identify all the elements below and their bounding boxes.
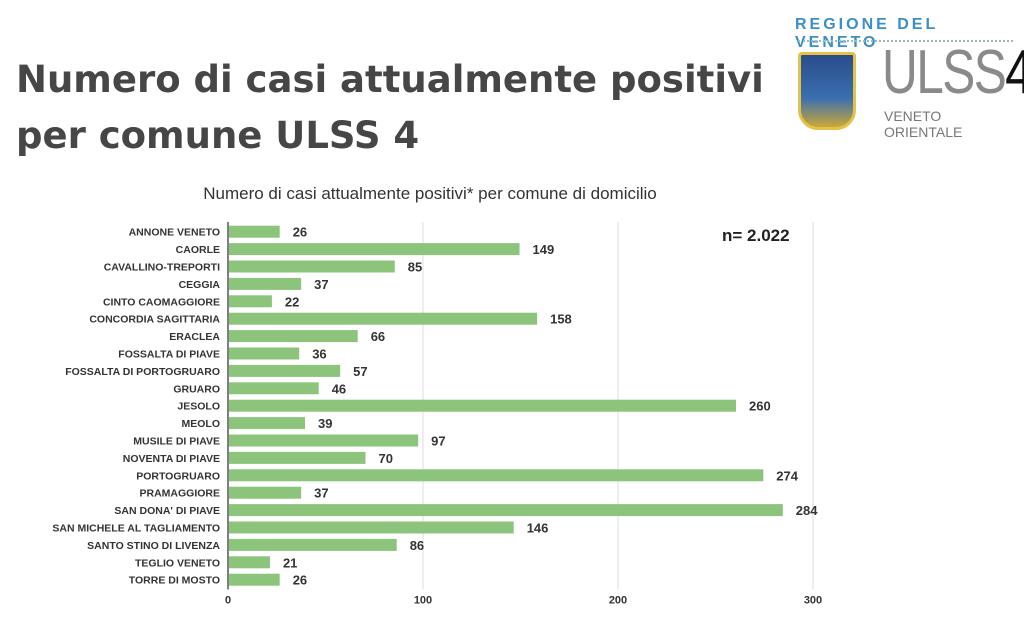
category-label: MEOLO <box>182 418 221 430</box>
data-label: 97 <box>431 434 445 449</box>
bar <box>229 469 764 482</box>
bar <box>229 417 306 430</box>
category-label: TEGLIO VENETO <box>135 557 220 569</box>
category-label: CAORLE <box>176 244 220 256</box>
logo-region: REGIONE DEL VENETO <box>795 16 938 51</box>
total-annotation: n= 2.022 <box>722 226 790 245</box>
x-tick-label: 200 <box>609 594 627 606</box>
bar <box>229 504 783 517</box>
category-label: SANTO STINO DI LIVENZA <box>87 540 220 552</box>
data-label: 36 <box>312 347 326 362</box>
category-label: CINTO CAOMAGGIORE <box>103 296 220 308</box>
data-label: 86 <box>410 538 424 553</box>
bar <box>229 225 280 238</box>
x-tick-label: 100 <box>414 594 432 606</box>
bar <box>229 243 520 256</box>
data-label: 22 <box>285 294 299 309</box>
bar <box>229 399 736 412</box>
logo-subtitle: VENETO ORIENTALE <box>884 108 963 140</box>
category-label: CEGGIA <box>179 279 221 291</box>
category-label: SAN DONA' DI PIAVE <box>114 505 220 517</box>
bar <box>229 330 358 343</box>
data-label: 26 <box>293 573 307 588</box>
title-line-2: per comune ULSS 4 <box>16 114 420 157</box>
category-label: MUSILE DI PIAVE <box>133 436 220 448</box>
veneto-lion-shield-icon <box>798 52 856 130</box>
data-label: 158 <box>550 312 572 327</box>
logo-divider <box>798 40 1013 42</box>
category-label: PRAMAGGIORE <box>139 488 220 500</box>
category-label: NOVENTA DI PIAVE <box>123 453 220 465</box>
data-label: 57 <box>353 364 367 379</box>
category-label: TORRE DI MOSTO <box>129 575 220 587</box>
logo-brand-number: 4 <box>1005 38 1024 107</box>
category-label: PORTOGRUARO <box>136 470 220 482</box>
category-label: SAN MICHELE AL TAGLIAMENTO <box>52 523 220 535</box>
data-label: 46 <box>332 381 346 396</box>
bar <box>229 573 280 586</box>
data-label: 37 <box>314 486 328 501</box>
data-label: 70 <box>379 451 393 466</box>
data-label: 39 <box>318 416 332 431</box>
title-line-1: Numero di casi attualmente positivi <box>16 58 764 101</box>
data-label: 21 <box>283 555 297 570</box>
data-label: 146 <box>527 521 549 536</box>
bar <box>229 434 419 447</box>
category-label: GRUARO <box>173 383 220 395</box>
data-label: 274 <box>776 468 798 483</box>
bar <box>229 382 319 395</box>
chart-title: Numero di casi attualmente positivi* per… <box>203 184 657 203</box>
bar <box>229 295 272 308</box>
bar <box>229 521 514 534</box>
data-label: 37 <box>314 277 328 292</box>
category-label: ERACLEA <box>169 331 220 343</box>
bar <box>229 347 300 360</box>
category-label: ANNONE VENETO <box>129 227 220 239</box>
bar <box>229 538 397 551</box>
category-label: FOSSALTA DI PIAVE <box>118 349 220 361</box>
bar <box>229 364 341 377</box>
x-tick-label: 300 <box>804 594 822 606</box>
category-label: CAVALLINO-TREPORTI <box>104 262 220 274</box>
logo-brand-grey: ULSS <box>882 38 1007 107</box>
data-label: 26 <box>293 225 307 240</box>
data-label: 260 <box>749 399 771 414</box>
data-label: 149 <box>533 242 555 257</box>
category-label: JESOLO <box>177 401 220 413</box>
bar <box>229 312 538 325</box>
category-label: FOSSALTA DI PORTOGRUARO <box>65 366 220 378</box>
bar <box>229 277 302 290</box>
bar <box>229 260 395 273</box>
x-tick-label: 0 <box>225 594 231 606</box>
data-label: 284 <box>796 503 818 518</box>
bar <box>229 451 366 464</box>
page-title: Numero di casi attualmente positivi per c… <box>16 52 764 164</box>
bar <box>229 486 302 499</box>
category-label: CONCORDIA SAGITTARIA <box>89 314 220 326</box>
bar <box>229 556 270 569</box>
data-label: 66 <box>371 329 385 344</box>
data-label: 85 <box>408 260 422 275</box>
